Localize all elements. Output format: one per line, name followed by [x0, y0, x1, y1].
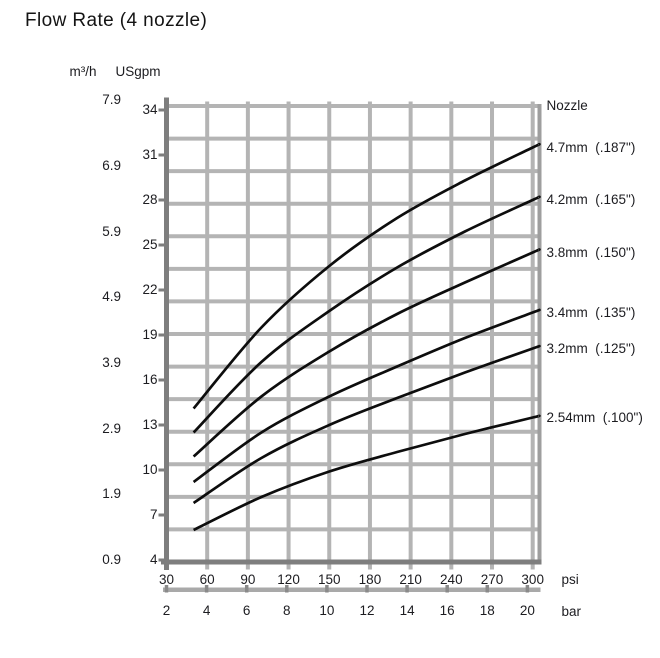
legend-item-label: 4.2mm (.165"): [546, 192, 636, 207]
x-tick-label-bar: 14: [399, 602, 415, 618]
y-axis-unit-m3h: m³/h: [69, 64, 97, 79]
y-tick-label-usgpm: 13: [142, 417, 158, 432]
y-tick-label-m3h: 2.9: [102, 420, 121, 436]
x-tick-label-bar: 10: [319, 602, 335, 618]
y-tick-label-m3h: 0.9: [102, 552, 121, 567]
y-tick-label-usgpm: 16: [142, 372, 158, 387]
curve-4.2mm: [192, 195, 541, 434]
y-tick-label-usgpm: 22: [142, 282, 158, 297]
y-tick-label-usgpm: 34: [142, 102, 158, 117]
y-tick-label-m3h: 1.9: [102, 486, 121, 502]
x-tick-label-psi: 270: [480, 571, 504, 587]
y-tick-label-usgpm: 31: [142, 147, 158, 162]
y-tick-label-usgpm: 28: [142, 192, 158, 207]
legend-item-label: 2.54mm (.100"): [546, 409, 643, 425]
x-tick-label-psi: 150: [317, 571, 341, 587]
legend-title: Nozzle: [546, 98, 588, 113]
x-tick-label-psi: 300: [521, 571, 544, 587]
legend-item-label: 4.7mm (.187"): [546, 139, 636, 155]
curve-3.4mm: [192, 308, 541, 484]
x-tick-label-bar: 4: [202, 602, 211, 618]
bar-scale-ruler: [163, 585, 541, 593]
x-tick-label-bar: 16: [439, 602, 455, 618]
y-tick-label-usgpm: 7: [149, 507, 158, 522]
legend-item-label: 3.8mm (.150"): [546, 244, 636, 260]
curve-3.2mm: [192, 344, 541, 505]
x-tick-label-bar: 6: [242, 602, 251, 618]
x-tick-label-bar: 12: [359, 602, 375, 618]
x-axis-unit-bar: bar: [561, 603, 582, 619]
legend-item-label: 3.4mm (.135"): [546, 304, 636, 320]
curve-2.54mm: [193, 414, 541, 532]
legend-item-label: 3.2mm (.125"): [546, 340, 636, 356]
grid-lines: [166, 101, 542, 570]
x-tick-label-psi: 210: [399, 571, 422, 587]
y-tick-label-m3h: 5.9: [102, 223, 121, 239]
x-tick-label-psi: 180: [358, 571, 382, 587]
y-axis-unit-usgpm: USgpm: [115, 64, 161, 79]
x-tick-label-psi: 30: [158, 571, 175, 587]
x-tick-label-bar: 20: [519, 602, 535, 618]
x-tick-label-psi: 120: [277, 571, 300, 587]
x-tick-label-psi: 90: [240, 571, 256, 587]
curve-3.8mm: [192, 248, 541, 458]
x-tick-label-psi: 60: [199, 571, 215, 587]
x-tick-label-psi: 240: [440, 571, 463, 587]
y-tick-label-usgpm: 4: [149, 552, 158, 567]
x-tick-label-bar: 18: [479, 602, 495, 618]
y-tick-label-usgpm: 25: [142, 237, 158, 252]
chart-title: Flow Rate (4 nozzle): [25, 10, 208, 31]
axes: [158, 97, 542, 570]
curve-4.7mm: [192, 142, 541, 410]
y-tick-label-usgpm: 19: [142, 327, 158, 342]
y-tick-label-m3h: 3.9: [102, 354, 121, 370]
flow-curves: [192, 142, 541, 532]
y-tick-label-usgpm: 10: [142, 462, 158, 477]
y-tick-label-m3h: 7.9: [102, 92, 121, 108]
x-axis-unit-psi: psi: [561, 571, 579, 587]
y-tick-label-m3h: 4.9: [102, 289, 121, 305]
y-tick-label-m3h: 6.9: [102, 157, 121, 173]
x-tick-label-bar: 8: [283, 602, 291, 618]
x-tick-label-bar: 2: [162, 602, 171, 618]
